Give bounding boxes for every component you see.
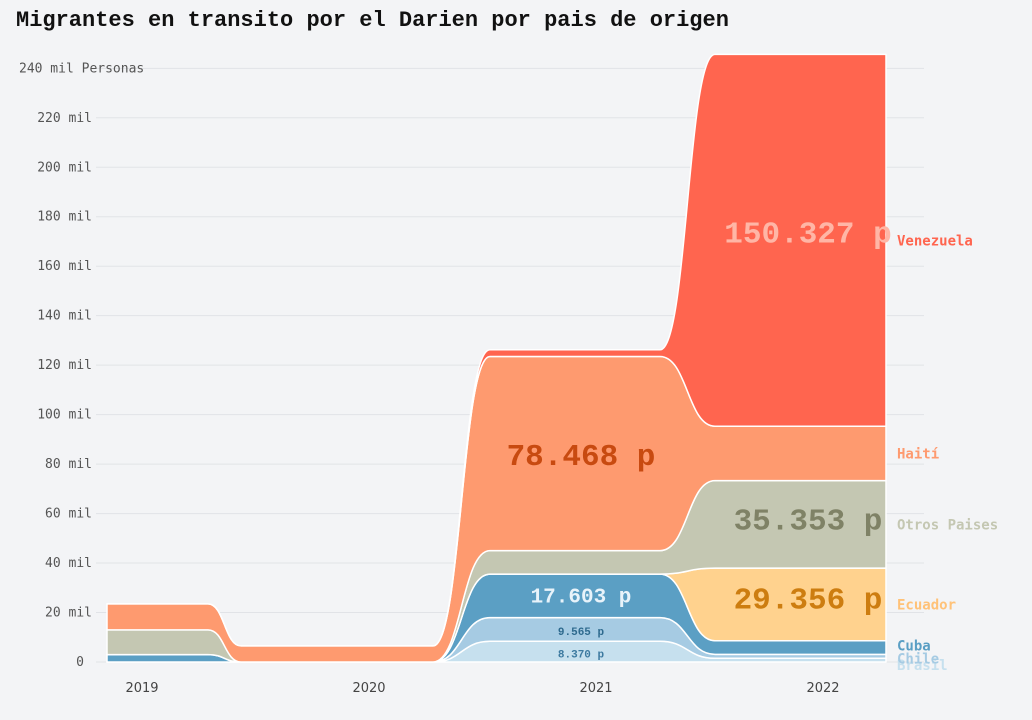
data-label: 8.370 p — [558, 650, 605, 662]
data-label: 29.356 p — [734, 584, 883, 619]
x-axis: 2019 2020 2021 2022 — [125, 681, 839, 696]
series-label-otros-paises: Otros Paises — [897, 517, 998, 533]
band-layer — [106, 53, 887, 663]
data-label: 78.468 p — [507, 440, 656, 475]
y-tick-label: 140 mil — [37, 309, 92, 324]
data-label: 35.353 p — [734, 504, 883, 539]
x-tick-label: 2021 — [579, 681, 612, 696]
data-label: 9.565 p — [558, 627, 605, 639]
y-tick-label: 60 mil — [45, 507, 92, 522]
y-tick-label: 220 mil — [37, 111, 92, 126]
data-label: 150.327 p — [724, 217, 891, 252]
annotation-layer: 150.327 p 78.468 p 35.353 p 29.356 p 17.603 … — [507, 217, 892, 661]
chart-title: Migrantes en transito por el Darien por … — [16, 8, 729, 33]
series-label-venezuela: Venezuela — [897, 233, 973, 249]
y-tick-label: 200 mil — [37, 160, 92, 175]
y-tick-label: 180 mil — [37, 210, 92, 225]
y-tick-label: 160 mil — [37, 259, 92, 274]
series-label-cuba: Cuba — [897, 639, 931, 655]
series-label-haiti: Haití — [897, 446, 939, 462]
y-tick-label: 20 mil — [45, 606, 92, 621]
y-tick-label: 100 mil — [37, 408, 92, 423]
series-label-chile: Chile — [897, 651, 939, 667]
series-area-venezuela — [106, 53, 887, 647]
y-tick-label: 40 mil — [45, 556, 92, 571]
y-axis: 0 20 mil 40 mil 60 mil 80 mil 100 mil 120 mil 1… — [19, 61, 144, 670]
data-label: 17.603 p — [531, 587, 632, 610]
y-tick-label: 0 — [76, 655, 84, 670]
x-tick-label: 2022 — [806, 681, 839, 696]
y-tick-label: 80 mil — [45, 457, 92, 472]
x-tick-label: 2020 — [352, 681, 385, 696]
series-label-brasil: Brasil — [897, 658, 948, 674]
x-tick-label: 2019 — [125, 681, 158, 696]
y-tick-label: 120 mil — [37, 358, 92, 373]
y-tick-label: 240 mil Personas — [19, 61, 144, 76]
series-label-ecuador: Ecuador — [897, 597, 956, 613]
